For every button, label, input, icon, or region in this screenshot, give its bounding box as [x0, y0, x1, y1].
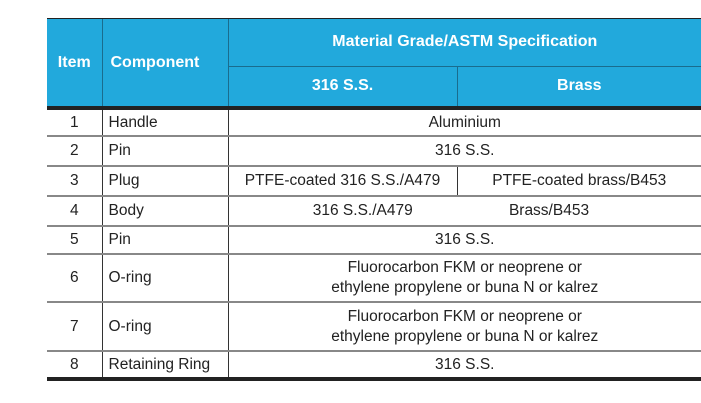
- component: O-ring: [101, 301, 228, 351]
- table-row: 8 Retaining Ring 316 S.S.: [47, 350, 701, 381]
- component: Pin: [101, 135, 228, 166]
- component: Pin: [101, 225, 228, 254]
- material-line-2: ethylene propylene or buna N or kalrez: [331, 279, 599, 296]
- header-row: Item Component Material Grade/ASTM Speci…: [47, 19, 701, 108]
- material-brass: Brass/B453: [457, 195, 701, 226]
- item-number: 8: [47, 350, 102, 381]
- item-number: 6: [47, 253, 102, 302]
- component: Body: [101, 195, 228, 226]
- component: Handle: [101, 106, 228, 136]
- material: Fluorocarbon FKM or neoprene or ethylene…: [227, 301, 701, 351]
- item-number: 1: [47, 106, 102, 136]
- material: Aluminium: [227, 106, 701, 136]
- item-number: 4: [47, 195, 102, 226]
- materials-table: Item Component Material Grade/ASTM Speci…: [47, 19, 701, 381]
- material: 316 S.S.: [227, 135, 701, 166]
- item-number: 5: [47, 225, 102, 254]
- item-number: 7: [47, 301, 102, 351]
- component: Plug: [101, 165, 228, 196]
- material-line-1: Fluorocarbon FKM or neoprene or: [347, 259, 582, 276]
- table-row: 7 O-ring Fluorocarbon FKM or neoprene or…: [47, 301, 701, 351]
- component: Retaining Ring: [101, 350, 228, 381]
- table-row: 4 Body 316 S.S./A479 Brass/B453: [47, 195, 701, 226]
- table-row: 5 Pin 316 S.S.: [47, 225, 701, 254]
- material-line-2: ethylene propylene or buna N or kalrez: [331, 327, 599, 345]
- header-component: Component: [101, 19, 228, 108]
- component: O-ring: [101, 253, 228, 302]
- header-316ss: 316 S.S.: [227, 65, 457, 108]
- item-number: 3: [47, 165, 102, 196]
- header-brass: Brass: [456, 65, 701, 108]
- table-row: 2 Pin 316 S.S.: [47, 135, 701, 166]
- header-subrow: 316 S.S. Brass: [47, 65, 701, 108]
- material-brass: PTFE-coated brass/B453: [456, 165, 701, 196]
- material-316ss: PTFE-coated 316 S.S./A479: [227, 165, 457, 196]
- material-line-1: Fluorocarbon FKM or neoprene or: [347, 307, 582, 325]
- header-material-group: Material Grade/ASTM Specification: [227, 19, 701, 66]
- material-316ss: 316 S.S./A479: [227, 195, 457, 226]
- material: Fluorocarbon FKM or neoprene or ethylene…: [227, 253, 701, 302]
- item-number: 2: [47, 135, 102, 166]
- header-item: Item: [47, 19, 102, 108]
- table-row: 3 Plug PTFE-coated 316 S.S./A479 PTFE-co…: [47, 165, 701, 196]
- material: 316 S.S.: [227, 350, 701, 381]
- material: 316 S.S.: [227, 225, 701, 254]
- table-row: 1 Handle Aluminium: [47, 106, 701, 136]
- table-row: 6 O-ring Fluorocarbon FKM or neoprene or…: [47, 253, 701, 302]
